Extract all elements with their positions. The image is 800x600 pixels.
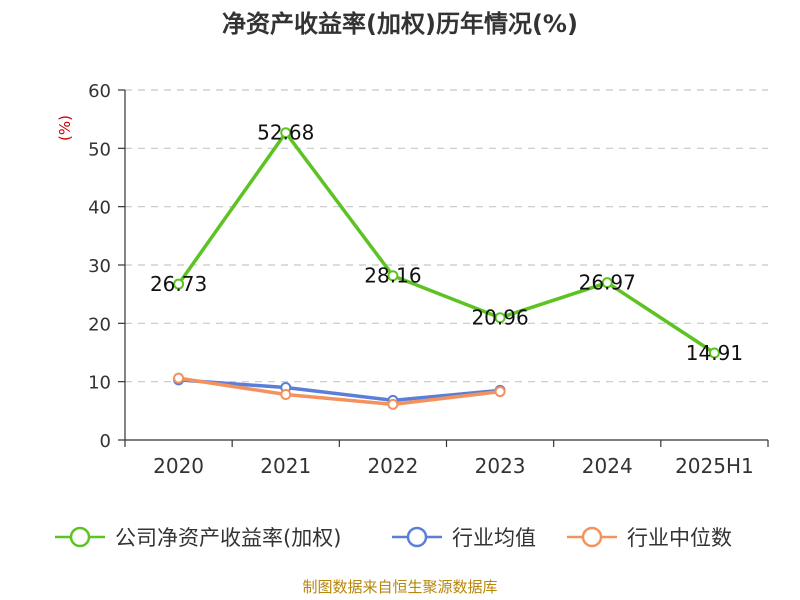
data-point[interactable] <box>708 347 720 359</box>
y-tick-label: 30 <box>88 256 111 277</box>
legend-label: 行业中位数 <box>627 526 732 550</box>
legend-swatch-marker <box>581 526 603 548</box>
legend-item-0[interactable]: 公司净资产收益率(加权) <box>55 526 341 550</box>
data-label: 20.96 <box>471 306 528 330</box>
x-tick-label: 2022 <box>367 454 418 478</box>
series-lines <box>173 127 720 410</box>
data-labels: 26.73 52.68 28.16 20.96 26.97 14.91 <box>150 121 743 365</box>
y-tick-label: 60 <box>88 81 111 102</box>
grid-lines <box>125 89 768 383</box>
y-tick-label: 0 <box>100 431 111 452</box>
data-point[interactable] <box>387 270 399 282</box>
data-label: 26.97 <box>579 271 636 295</box>
chart-title: 净资产收益率(加权)历年情况(%) <box>222 10 578 38</box>
y-axis-unit: (%) <box>56 115 74 141</box>
legend-swatch-marker <box>406 526 428 548</box>
y-tick-label: 10 <box>88 373 111 394</box>
x-tick-label: 2025H1 <box>675 454 754 478</box>
data-source-note: 制图数据来自恒生聚源数据库 <box>302 578 497 596</box>
series-line-1 <box>176 378 502 403</box>
x-tick-label: 2021 <box>260 454 311 478</box>
data-point[interactable] <box>173 278 185 290</box>
data-label: 14.91 <box>686 341 743 365</box>
series-line-2 <box>176 376 502 407</box>
legend[interactable]: 公司净资产收益率(加权) 行业均值 行业中位数 <box>55 526 732 550</box>
data-point[interactable] <box>280 127 292 139</box>
legend-item-2[interactable]: 行业中位数 <box>567 526 732 550</box>
legend-label: 行业均值 <box>452 526 536 550</box>
data-label: 28.16 <box>364 264 421 288</box>
legend-label: 公司净资产收益率(加权) <box>115 526 341 550</box>
data-point[interactable] <box>173 372 185 384</box>
data-point[interactable] <box>387 398 399 410</box>
data-label: 26.73 <box>150 272 207 296</box>
x-tick-label: 2020 <box>153 454 204 478</box>
data-point[interactable] <box>601 277 613 289</box>
y-tick-label: 40 <box>88 198 111 219</box>
x-tick-label: 2024 <box>582 454 633 478</box>
x-tick-label: 2023 <box>475 454 526 478</box>
y-tick-label: 50 <box>88 139 111 160</box>
data-label: 52.68 <box>257 121 314 145</box>
data-point[interactable] <box>280 389 292 400</box>
y-tick-label: 20 <box>88 314 111 335</box>
axes: 0 10 20 30 40 50 60 2020 2021 2022 2023 2024 2025H1 <box>88 81 769 478</box>
series-line-0 <box>176 130 717 355</box>
data-point[interactable] <box>494 312 506 324</box>
legend-item-1[interactable]: 行业均值 <box>392 526 536 550</box>
data-point[interactable] <box>494 386 506 398</box>
legend-swatch-marker <box>69 526 91 548</box>
